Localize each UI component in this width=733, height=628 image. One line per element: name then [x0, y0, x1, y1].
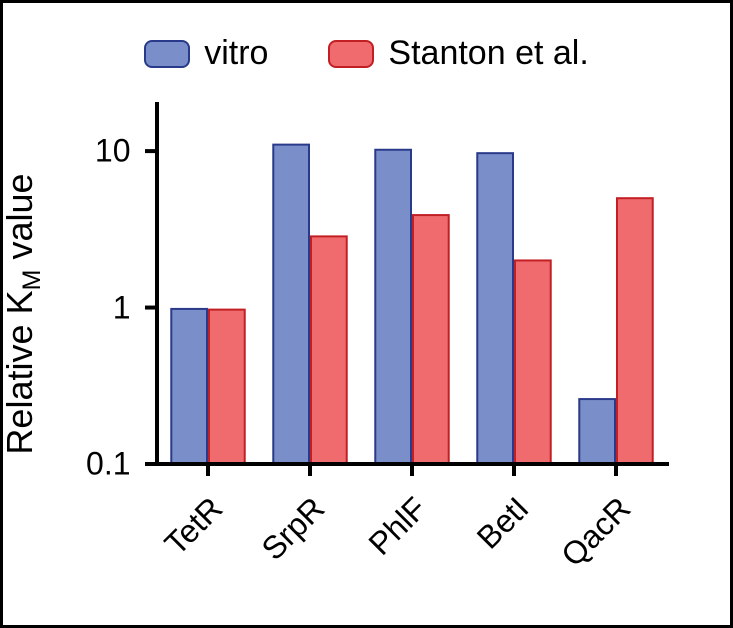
bar-vitro-TetR [171, 309, 207, 464]
bar-vitro-QacR [579, 399, 615, 464]
legend-item-vitro: vitro [144, 34, 268, 73]
bar-vitro-BetI [477, 153, 513, 464]
legend: vitro Stanton et al. [47, 34, 687, 73]
bar-vitro-PhlF [375, 150, 411, 464]
bar-stanton-TetR [209, 310, 245, 464]
legend-swatch-vitro [144, 40, 190, 68]
bar-stanton-SrpR [311, 236, 347, 464]
y-tick-label: 1 [113, 289, 141, 326]
figure-frame: vitro Stanton et al. Relative KM value 0… [0, 0, 733, 628]
bar-stanton-PhlF [413, 215, 449, 464]
legend-item-stanton: Stanton et al. [328, 34, 588, 73]
bar-stanton-BetI [515, 260, 551, 464]
legend-swatch-stanton [328, 40, 374, 68]
km-bar-chart: vitro Stanton et al. Relative KM value 0… [47, 34, 687, 594]
bar-vitro-SrpR [273, 145, 309, 464]
bar-stanton-QacR [617, 198, 653, 464]
y-tick-label: 0.1 [86, 446, 140, 483]
y-axis-label: Relative KM value [0, 173, 47, 454]
y-tick-label: 10 [95, 133, 141, 170]
legend-label-stanton: Stanton et al. [388, 34, 588, 73]
legend-label-vitro: vitro [204, 34, 268, 73]
